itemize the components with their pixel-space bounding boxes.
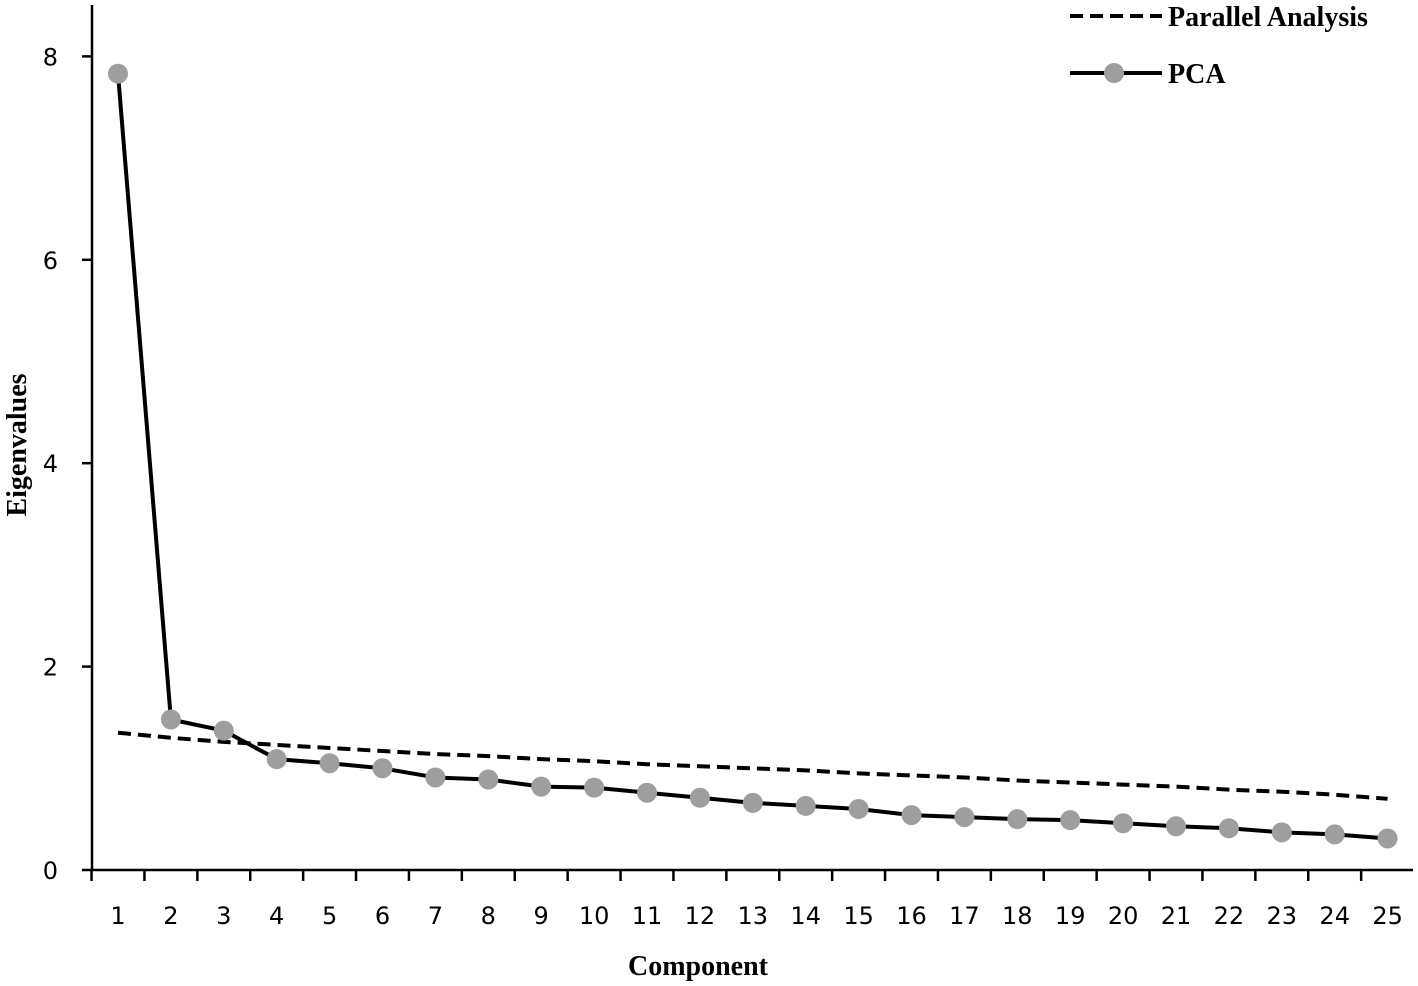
x-tick-label: 17 (949, 902, 980, 930)
x-tick-label: 4 (269, 902, 284, 930)
x-tick-label: 13 (738, 902, 769, 930)
x-tick-label: 1 (110, 902, 125, 930)
y-tick-label: 4 (43, 450, 58, 478)
series-pca-line (116, 73, 1388, 841)
series-pca-point (266, 749, 287, 770)
series-pca-point (478, 769, 499, 790)
x-tick-label: 18 (1002, 902, 1033, 930)
series-pca-point (108, 63, 128, 84)
x-tick-label: 3 (216, 902, 231, 930)
series-pca-point (1324, 824, 1345, 845)
axis-titles: Component Eigenvalues (2, 373, 769, 982)
series-pca-point (1060, 810, 1081, 831)
x-tick-label: 9 (534, 902, 549, 930)
y-tick-label: 2 (43, 654, 58, 682)
x-tick-label: 19 (1055, 902, 1086, 930)
series-pca-point (742, 792, 763, 813)
series-pca-point (425, 767, 446, 788)
x-tick-label: 15 (843, 902, 874, 930)
series-pca-point (1007, 809, 1028, 830)
x-tick-label: 11 (632, 902, 663, 930)
y-tick-label: 6 (43, 247, 58, 275)
x-tick-label: 21 (1161, 902, 1192, 930)
y-axis-title: Eigenvalues (2, 373, 33, 516)
series-pca-point (531, 776, 552, 797)
series-pca-point (584, 777, 605, 798)
series-pca-point (637, 782, 657, 803)
legend-parallel-analysis-label: Parallel Analysis (1168, 2, 1368, 33)
series-pca-point (319, 753, 340, 774)
x-tick-label: 25 (1372, 902, 1403, 930)
x-tick-label: 12 (685, 902, 716, 930)
series-pca-point (1218, 818, 1239, 839)
x-tick-label: 7 (428, 902, 443, 930)
series-pca-point (1271, 822, 1292, 843)
x-tick-label: 14 (790, 902, 821, 930)
x-axis-title: Component (628, 951, 769, 982)
x-tick-label: 22 (1214, 902, 1245, 930)
series-pca-point (1113, 813, 1134, 834)
axes (90, 5, 1413, 872)
x-tick-label: 2 (163, 902, 178, 930)
legend: Parallel Analysis PCA (1070, 2, 1368, 90)
legend-pca-marker (1104, 63, 1124, 83)
x-tick-label: 16 (896, 902, 927, 930)
x-tick-label: 24 (1319, 902, 1350, 930)
x-tick-label: 6 (375, 902, 390, 930)
series-pca-point (160, 709, 181, 730)
x-tick-label: 10 (579, 902, 610, 930)
series-parallel-analysis-line (117, 730, 1388, 801)
series-pca-point (1166, 816, 1186, 837)
series-pca-point (848, 798, 869, 819)
series-pca-point (954, 807, 975, 828)
series-pca-point (901, 805, 922, 826)
x-tick-label: 23 (1267, 902, 1298, 930)
x-ticks: 1 2 3 4 5 6 7 8 9 10 11 12 13 14 15 16 17 18 19 20 21 22 23 24 2… (90, 870, 1403, 930)
x-tick-label: 5 (322, 902, 337, 930)
series-pca-point (372, 758, 393, 779)
series-pca-point (1377, 828, 1398, 849)
y-tick-label: 8 (43, 43, 58, 71)
y-ticks: 0 2 4 6 8 (43, 43, 92, 885)
legend-pca-label: PCA (1168, 59, 1226, 90)
y-tick-label: 0 (43, 857, 58, 885)
x-tick-label: 8 (481, 902, 496, 930)
series-pca-point (795, 795, 816, 816)
series-layer (108, 63, 1398, 849)
series-pca-point (213, 720, 234, 741)
series-pca-point (689, 787, 710, 808)
x-tick-label: 20 (1108, 902, 1139, 930)
